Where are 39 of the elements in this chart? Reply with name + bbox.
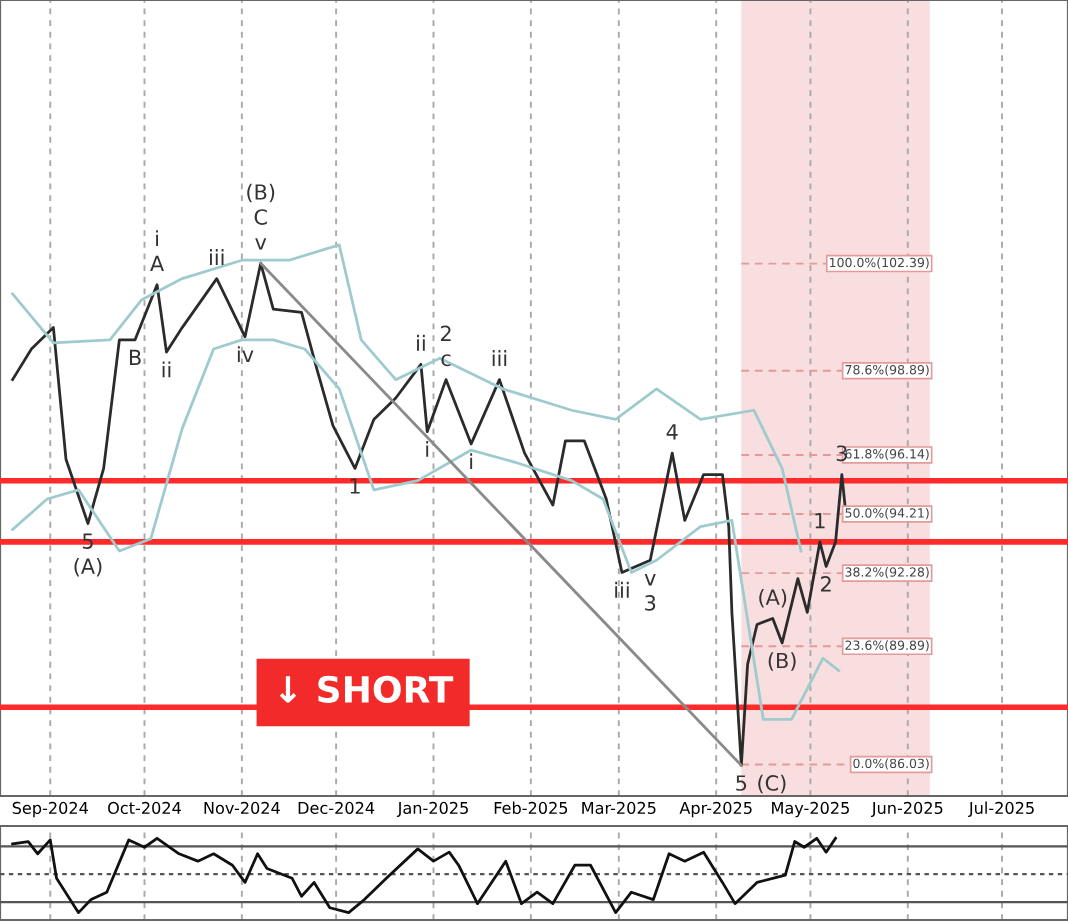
annotation: ii	[162, 361, 171, 378]
x-tick-label: Dec-2024	[298, 801, 375, 815]
annotation: B	[129, 349, 141, 366]
annotation: i	[470, 453, 473, 470]
annotation: 2	[440, 325, 451, 341]
annotation: v	[644, 574, 656, 586]
x-tick-label: Sep-2024	[12, 801, 88, 818]
annotation: iii	[492, 350, 507, 366]
x-tick-label: Jan-2025	[396, 801, 468, 818]
annotation: iii	[615, 581, 629, 598]
x-tick-label: Feb-2025	[494, 801, 568, 815]
annotation: 1	[815, 513, 825, 529]
x-tick-label: Jun-2025	[870, 801, 943, 818]
x-tick-label: Oct-2024	[108, 801, 181, 815]
x-tick-label: Nov-2024	[204, 801, 280, 815]
annotation: i	[156, 230, 158, 247]
annotation: iii	[210, 249, 224, 265]
annotation: ii	[417, 334, 425, 351]
annotation: 5	[736, 775, 747, 791]
annotation: ↓ SHORT	[279, 675, 454, 703]
annotation: i	[426, 441, 429, 457]
annotation: (A)	[74, 557, 102, 577]
annotation: 3	[836, 445, 847, 462]
x-tick-label: Apr-2025	[679, 801, 752, 818]
annotation: 2	[821, 576, 831, 592]
annotation: 3	[645, 594, 656, 611]
x-tick-label: Jul-2025	[968, 801, 1034, 818]
annotation: A	[150, 255, 165, 272]
annotation: v	[255, 238, 267, 250]
annotation: (C)	[758, 774, 786, 794]
annotation: (A)	[759, 588, 787, 608]
annotation: iv	[237, 346, 254, 362]
annotation: 4	[666, 424, 678, 440]
annotation: (B)	[768, 652, 796, 671]
x-tick-label: Mar-2025	[582, 801, 656, 815]
x-tick-label: May-2025	[772, 801, 849, 818]
annotation: C	[254, 209, 267, 225]
annotation: c	[441, 354, 451, 367]
annotation: (B)	[247, 183, 275, 203]
